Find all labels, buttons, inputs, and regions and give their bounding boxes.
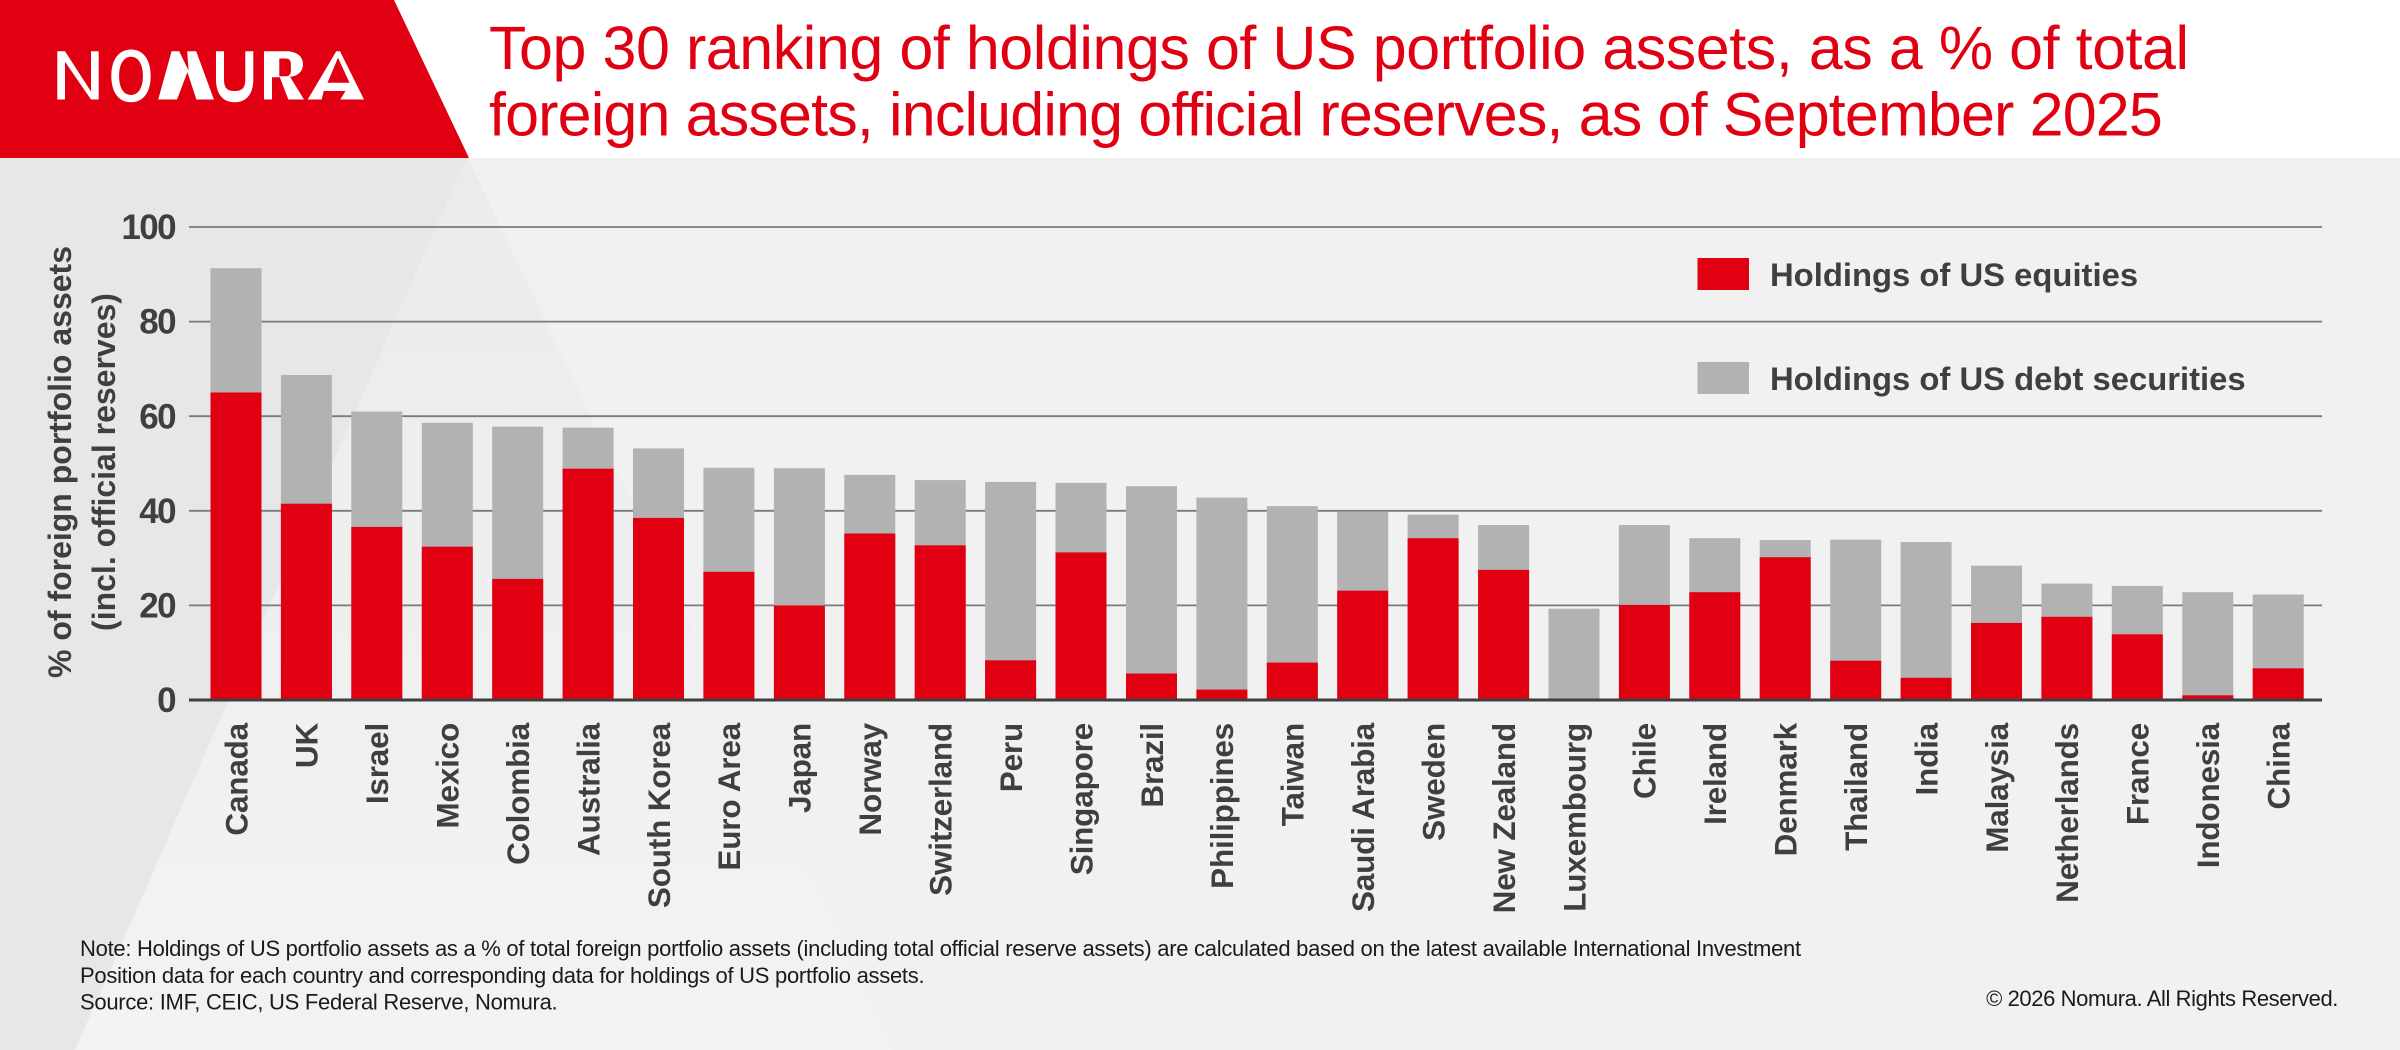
svg-text:foreign assets, including offi: foreign assets, including official reser… xyxy=(489,81,2162,149)
svg-text:Note: Holdings of US portfolio: Note: Holdings of US portfolio assets as… xyxy=(80,936,1801,961)
svg-text:(incl. official reserves): (incl. official reserves) xyxy=(86,293,122,631)
svg-text:Indonesia: Indonesia xyxy=(2190,722,2226,868)
svg-text:Israel: Israel xyxy=(359,723,395,804)
svg-text:Canada: Canada xyxy=(218,722,254,835)
svg-text:Japan: Japan xyxy=(782,723,818,813)
svg-text:Singapore: Singapore xyxy=(1063,723,1099,875)
svg-text:80: 80 xyxy=(139,303,176,342)
svg-text:© 2026 Nomura. All Rights Rese: © 2026 Nomura. All Rights Reserved. xyxy=(1986,986,2338,1011)
svg-text:Luxembourg: Luxembourg xyxy=(1556,723,1592,912)
svg-text:France: France xyxy=(2120,723,2156,825)
svg-text:Australia: Australia xyxy=(570,722,606,856)
svg-text:Norway: Norway xyxy=(852,722,888,835)
svg-text:100: 100 xyxy=(121,208,176,247)
svg-text:India: India xyxy=(1908,722,1944,795)
svg-text:Mexico: Mexico xyxy=(430,723,466,829)
svg-text:Thailand: Thailand xyxy=(1838,723,1874,851)
svg-text:Ireland: Ireland xyxy=(1697,723,1733,825)
svg-text:20: 20 xyxy=(139,587,176,626)
svg-text:Holdings of US equities: Holdings of US equities xyxy=(1770,256,2138,293)
svg-text:Sweden: Sweden xyxy=(1415,723,1451,841)
svg-text:UK: UK xyxy=(289,723,325,769)
svg-text:Malaysia: Malaysia xyxy=(1979,722,2015,852)
svg-text:Netherlands: Netherlands xyxy=(2049,723,2085,903)
svg-text:% of foreign portfolio assets: % of foreign portfolio assets xyxy=(42,246,78,678)
svg-text:40: 40 xyxy=(139,492,176,531)
svg-text:0: 0 xyxy=(157,681,176,720)
svg-text:Euro Area: Euro Area xyxy=(711,722,747,870)
svg-text:Colombia: Colombia xyxy=(500,722,536,865)
svg-text:China: China xyxy=(2261,722,2297,809)
svg-text:Switzerland: Switzerland xyxy=(923,723,959,896)
svg-text:Taiwan: Taiwan xyxy=(1275,723,1311,826)
svg-text:South Korea: South Korea xyxy=(641,722,677,908)
svg-text:Holdings of US debt securities: Holdings of US debt securities xyxy=(1770,360,2246,397)
svg-text:New Zealand: New Zealand xyxy=(1486,723,1522,913)
svg-text:Top 30 ranking of holdings of: Top 30 ranking of holdings of US portfol… xyxy=(489,14,2189,82)
svg-text:Brazil: Brazil xyxy=(1134,723,1170,808)
svg-text:Source: IMF, CEIC, US Federal: Source: IMF, CEIC, US Federal Reserve, N… xyxy=(80,990,557,1015)
svg-text:Saudi Arabia: Saudi Arabia xyxy=(1345,722,1381,912)
svg-text:Chile: Chile xyxy=(1627,723,1663,799)
svg-text:Denmark: Denmark xyxy=(1768,722,1804,856)
svg-text:Philippines: Philippines xyxy=(1204,723,1240,889)
svg-text:Peru: Peru xyxy=(993,723,1029,792)
svg-text:Position data for each country: Position data for each country and corre… xyxy=(80,963,924,988)
svg-text:60: 60 xyxy=(139,397,176,436)
